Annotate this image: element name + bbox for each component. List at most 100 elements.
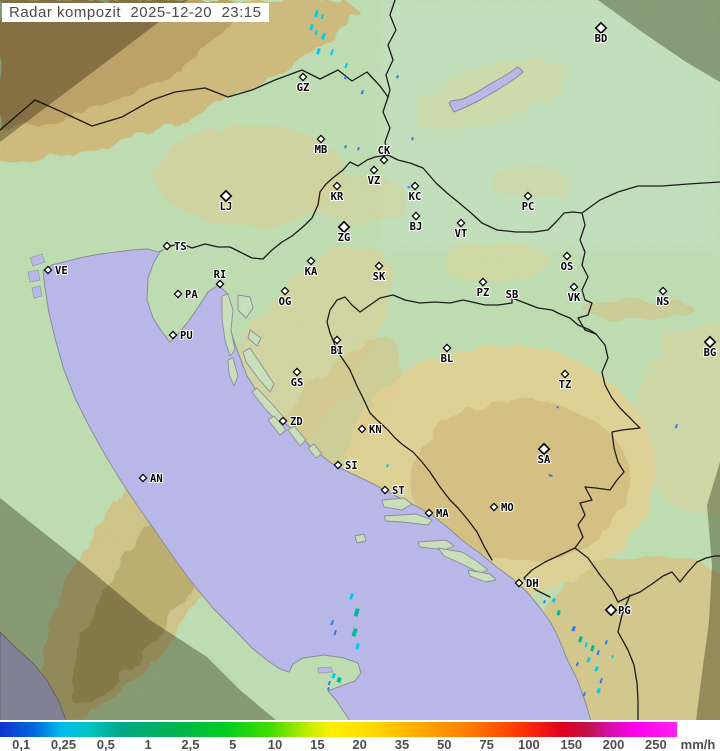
city-label: SB: [506, 289, 519, 301]
city-ve: VE: [43, 264, 69, 278]
city-sk: SK: [372, 261, 387, 284]
city-label: PA: [185, 289, 198, 301]
legend-value: 150: [560, 737, 583, 751]
legend-value: 75: [479, 737, 494, 751]
city-label: RI: [214, 269, 227, 281]
radar-echo: [351, 628, 358, 637]
legend-value: 1: [144, 737, 152, 751]
city-label: ZG: [338, 232, 351, 244]
city-og: OG: [278, 286, 292, 309]
city-marker-icon: [560, 369, 570, 379]
city-label: OS: [561, 261, 574, 273]
city-label: TZ: [559, 379, 572, 391]
intensity-scale-labels: 0,1 0,25 0,5 1 2,5 5 10 15 20 35 50 75 100 150 200 250 m…: [0, 737, 720, 751]
radar-echo: [599, 678, 603, 684]
city-marker-icon: [215, 279, 225, 289]
city-label: BL: [441, 353, 454, 365]
city-label: KN: [369, 424, 382, 436]
city-pc: PC: [521, 191, 535, 214]
city-tz: TZ: [558, 369, 572, 392]
city-label: VK: [568, 292, 581, 304]
city-ts: TS: [162, 240, 188, 254]
radar-echo: [355, 643, 360, 650]
city-marker-icon: [569, 282, 579, 292]
city-label: SK: [373, 271, 386, 283]
radar-echo: [407, 186, 410, 189]
city-marker-icon: [162, 241, 172, 251]
city-vt: VT: [454, 218, 468, 241]
city-label: BG: [704, 347, 717, 359]
legend-value: 0,25: [50, 737, 77, 751]
city-label: TS: [174, 241, 187, 253]
city-marker-icon: [168, 330, 178, 340]
radar-echo: [575, 662, 579, 667]
city-label: GZ: [297, 82, 310, 94]
radar-echo: [327, 687, 330, 691]
radar-echo: [353, 608, 360, 617]
city-marker-icon: [424, 508, 434, 518]
map-title: Radar kompozit 2025-12-20 23:15: [9, 4, 262, 21]
city-label: KA: [305, 266, 318, 278]
radar-echo: [548, 474, 553, 478]
city-pa: PA: [173, 288, 199, 302]
legend-value: 15: [310, 737, 325, 751]
city-label: MB: [315, 144, 328, 156]
city-st: ST: [380, 484, 406, 498]
city-bd: BD: [594, 21, 608, 46]
city-marker-icon: [380, 485, 390, 495]
legend-value: 250: [644, 737, 667, 751]
city-zd: ZD: [278, 415, 304, 429]
city-label: PZ: [477, 287, 490, 299]
radar-echo: [320, 14, 324, 20]
radar-echo: [333, 630, 337, 636]
city-pg: PG: [604, 603, 632, 618]
city-marker-icon: [514, 578, 524, 588]
legend-value: 2,5: [181, 737, 200, 751]
radar-echo: [543, 600, 546, 604]
radar-echo: [604, 640, 608, 645]
radar-echo: [344, 76, 347, 80]
radar-echo: [321, 33, 326, 40]
legend-value: 0,1: [12, 737, 31, 751]
city-marker-icon: [306, 256, 316, 266]
city-label: SI: [345, 460, 358, 472]
city-vz: VZ: [367, 165, 381, 188]
city-marker-icon: [562, 251, 572, 261]
city-marker-icon: [442, 343, 452, 353]
radar-echo: [336, 677, 342, 683]
radar-echo: [314, 29, 318, 36]
city-marker-icon: [411, 211, 421, 221]
city-marker-icon: [489, 502, 499, 512]
city-lj: LJ: [219, 189, 233, 214]
city-bg: BG: [703, 335, 717, 360]
radar-echoes: [309, 9, 678, 697]
city-label: NS: [657, 296, 670, 308]
city-gz: GZ: [296, 72, 310, 95]
city-marker-icon: [173, 289, 183, 299]
legend-value: 35: [394, 737, 410, 751]
radar-echo: [386, 464, 389, 468]
radar-echo: [596, 688, 601, 694]
city-marker-icon: [333, 460, 343, 470]
radar-echo: [344, 62, 348, 69]
city-label: CK: [378, 145, 391, 157]
title-bar: Radar kompozit 2025-12-20 23:15: [2, 3, 270, 22]
city-marker-icon: [379, 155, 389, 165]
city-bj: BJ: [409, 211, 423, 234]
radar-echo: [349, 593, 354, 600]
city-si: SI: [333, 459, 359, 473]
city-marker-icon: [43, 265, 53, 275]
city-label: MO: [501, 502, 514, 514]
radar-echo: [590, 645, 595, 652]
city-zg: ZG: [337, 220, 351, 245]
legend-value: 20: [352, 737, 367, 751]
city-label: SA: [538, 454, 551, 466]
city-os: OS: [560, 251, 574, 274]
city-mo: MO: [489, 501, 515, 515]
intensity-gradient-bar: [0, 722, 677, 737]
radar-echo: [316, 48, 321, 55]
city-vk: VK: [567, 282, 582, 305]
